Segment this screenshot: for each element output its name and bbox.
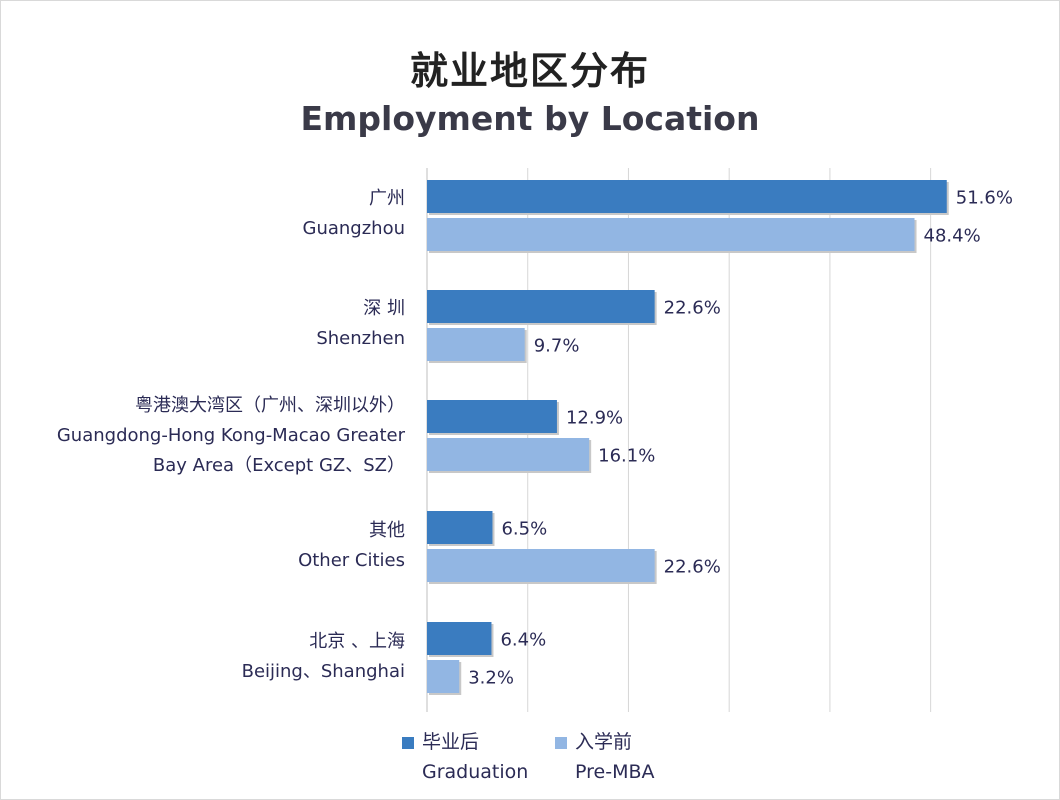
legend-item-pre-mba: 入学前 Pre-MBA: [555, 727, 655, 787]
legend-swatch: [402, 736, 414, 749]
legend-swatch: [555, 736, 567, 749]
data-label: 51.6%: [956, 188, 1013, 209]
data-label: 22.6%: [664, 557, 721, 578]
bar: [427, 511, 493, 544]
category-label-en: Shenzhen: [316, 328, 405, 349]
chart-title-zh: 就业地区分布: [409, 49, 650, 93]
bar: [427, 180, 947, 213]
bar: [427, 400, 557, 433]
chart-title-en: Employment by Location: [300, 99, 760, 138]
category-label-beijing-shanghai: 北京 、上海 Beijing、Shanghai: [242, 627, 405, 687]
category-label-zh: 北京 、上海: [309, 631, 405, 652]
legend-label-zh: 入学前: [575, 731, 633, 753]
bar: [427, 328, 525, 361]
bar: [427, 438, 590, 471]
data-label: 22.6%: [664, 298, 721, 319]
legend-item-graduation: 毕业后 Graduation: [402, 727, 528, 787]
category-label-en: Guangzhou: [302, 218, 406, 239]
bar: [427, 549, 655, 582]
category-label-en: Beijing、Shanghai: [241, 661, 405, 682]
data-label: 3.2%: [468, 668, 514, 689]
bar: [427, 290, 655, 323]
data-label: 6.4%: [500, 630, 546, 651]
category-label-zh: 深 圳: [363, 298, 405, 319]
data-label: 48.4%: [924, 226, 981, 247]
category-label-en-line2: Bay Area（Except GZ、SZ）: [152, 455, 405, 476]
category-label-guangzhou: 广州 Guangzhou: [303, 184, 406, 244]
category-label-zh: 广州: [369, 188, 405, 209]
bar: [427, 218, 915, 251]
category-label-zh: 粤港澳大湾区（广州、深圳以外）: [135, 395, 405, 416]
data-label: 12.9%: [566, 408, 623, 429]
bar: [427, 660, 460, 693]
legend-label-en: Graduation: [422, 761, 529, 783]
data-label: 9.7%: [534, 336, 580, 357]
category-label-en: Guangdong-Hong Kong-Macao Greater: [56, 425, 405, 446]
legend-label-zh: 毕业后: [422, 731, 480, 753]
category-label-shenzhen: 深 圳 Shenzhen: [316, 294, 405, 354]
category-label-en: Other Cities: [298, 550, 405, 571]
bar: [427, 622, 492, 655]
data-label: 16.1%: [598, 446, 655, 467]
category-label-greater-bay-area: 粤港澳大湾区（广州、深圳以外） Guangdong-Hong Kong-Maca…: [57, 391, 405, 481]
category-label-zh: 其他: [369, 520, 405, 541]
data-label: 6.5%: [501, 519, 547, 540]
category-label-other-cities: 其他 Other Cities: [298, 516, 405, 576]
legend-label-en: Pre-MBA: [575, 761, 655, 783]
